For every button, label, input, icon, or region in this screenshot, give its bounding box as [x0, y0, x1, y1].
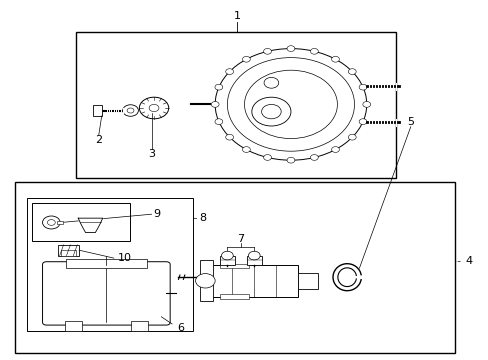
Circle shape — [225, 134, 233, 140]
Circle shape — [331, 147, 339, 152]
Circle shape — [261, 104, 281, 119]
Bar — [58, 245, 79, 256]
Circle shape — [362, 102, 370, 107]
Bar — [130, 321, 148, 331]
Text: 3: 3 — [148, 149, 155, 159]
Circle shape — [122, 105, 138, 116]
Bar — [57, 221, 63, 224]
FancyBboxPatch shape — [42, 262, 170, 325]
Circle shape — [286, 46, 294, 51]
Text: 7: 7 — [237, 234, 244, 244]
Circle shape — [215, 49, 366, 160]
Circle shape — [227, 58, 354, 151]
Circle shape — [195, 274, 215, 288]
Bar — [32, 203, 129, 241]
Circle shape — [263, 49, 271, 54]
Circle shape — [244, 70, 337, 139]
Circle shape — [347, 69, 355, 75]
Bar — [76, 32, 395, 178]
Text: 9: 9 — [153, 209, 160, 219]
Bar — [93, 105, 102, 116]
Bar — [27, 198, 193, 331]
Bar — [200, 260, 212, 301]
Bar — [61, 250, 76, 256]
Polygon shape — [78, 218, 102, 233]
Circle shape — [139, 97, 168, 119]
Bar — [220, 294, 249, 299]
Bar — [246, 256, 261, 265]
Circle shape — [215, 119, 223, 125]
Text: 4: 4 — [465, 256, 472, 266]
Circle shape — [310, 154, 318, 160]
Circle shape — [225, 69, 233, 75]
Text: 6: 6 — [177, 323, 184, 333]
Circle shape — [358, 119, 366, 125]
Circle shape — [347, 134, 355, 140]
Circle shape — [149, 104, 159, 112]
Bar — [220, 256, 234, 265]
Circle shape — [251, 97, 290, 126]
Circle shape — [221, 251, 233, 260]
Text: 1: 1 — [233, 11, 240, 21]
Bar — [66, 259, 146, 268]
Circle shape — [310, 49, 318, 54]
Bar — [15, 182, 454, 353]
Text: 10: 10 — [118, 253, 131, 263]
Circle shape — [263, 154, 271, 160]
Circle shape — [127, 108, 134, 113]
Bar — [298, 273, 317, 289]
Circle shape — [264, 77, 278, 88]
Circle shape — [242, 57, 250, 62]
Text: 5: 5 — [407, 117, 413, 127]
Circle shape — [211, 102, 219, 107]
Circle shape — [331, 57, 339, 62]
Circle shape — [358, 84, 366, 90]
Text: 2: 2 — [95, 135, 102, 145]
Circle shape — [286, 157, 294, 163]
Circle shape — [47, 220, 55, 225]
Circle shape — [215, 84, 223, 90]
Circle shape — [248, 251, 260, 260]
Bar — [220, 264, 249, 268]
Circle shape — [242, 147, 250, 152]
Bar — [210, 265, 298, 297]
Bar — [64, 321, 82, 331]
Circle shape — [42, 216, 60, 229]
Text: 8: 8 — [199, 213, 206, 223]
